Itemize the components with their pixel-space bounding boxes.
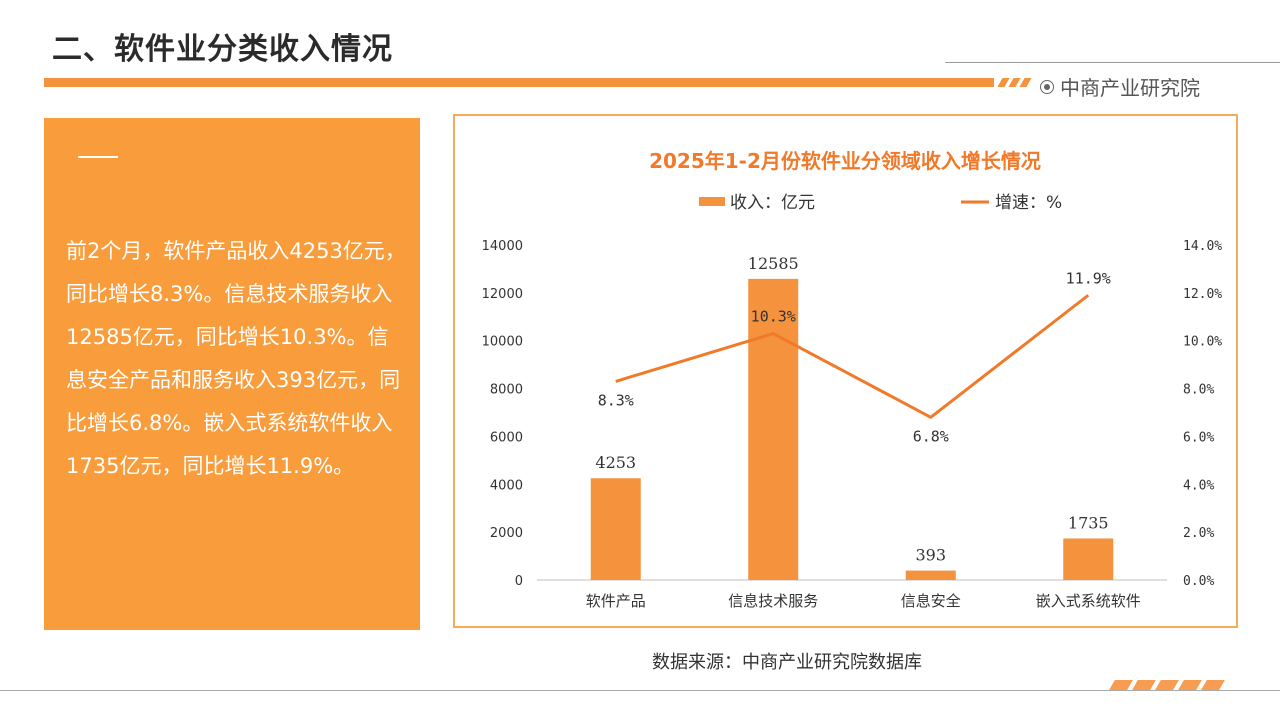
page-title: 二、软件业分类收入情况: [52, 32, 393, 67]
y-right-tick-label: 8.0%: [1183, 383, 1214, 398]
header-accent-bar: [44, 78, 994, 87]
brand-logo-icon: [1040, 79, 1054, 94]
footer-stripes: [1109, 680, 1242, 690]
summary-panel: 前2个月，软件产品收入4253亿元，同比增长8.3%。信息技术服务收入12585…: [44, 118, 420, 630]
y-right-tick-label: 6.0%: [1183, 430, 1214, 445]
header-divider: [945, 62, 1280, 63]
data-source: 数据来源：中商产业研究院数据库: [652, 652, 922, 673]
category-label: 嵌入式系统软件: [1036, 592, 1141, 610]
y-right-tick-label: 2.0%: [1183, 526, 1214, 541]
bar-data-label: 4253: [595, 453, 636, 472]
growth-data-label: 8.3%: [598, 391, 634, 409]
summary-divider: [78, 156, 118, 158]
brand: 中商产业研究院: [1040, 72, 1200, 101]
legend-bar-label: 收入：亿元: [730, 193, 815, 213]
y-left-tick-label: 0: [515, 574, 523, 589]
bar-data-label: 12585: [748, 254, 799, 273]
growth-data-label: 6.8%: [913, 427, 949, 445]
y-right-tick-label: 4.0%: [1183, 478, 1214, 493]
bar: [1063, 538, 1114, 580]
y-right-tick-label: 14.0%: [1183, 239, 1222, 254]
category-label: 信息技术服务: [728, 592, 818, 610]
header-stripes: [997, 78, 1040, 87]
legend-line-label: 增速：%: [995, 193, 1062, 213]
y-left-tick-label: 8000: [490, 383, 523, 398]
y-right-tick-label: 10.0%: [1183, 335, 1222, 350]
growth-data-label: 10.3%: [751, 308, 796, 326]
y-right-tick-label: 0.0%: [1183, 574, 1214, 589]
bar: [905, 570, 956, 580]
bar: [590, 478, 641, 580]
y-left-tick-label: 6000: [490, 430, 523, 445]
y-left-tick-label: 2000: [490, 526, 523, 541]
bar: [748, 278, 799, 580]
brand-name: 中商产业研究院: [1060, 76, 1200, 100]
summary-text: 前2个月，软件产品收入4253亿元，同比增长8.3%。信息技术服务收入12585…: [66, 239, 406, 478]
category-label: 信息安全: [901, 592, 961, 610]
chart-title: 2025年1-2月份软件业分领域收入增长情况: [649, 149, 1041, 173]
y-left-tick-label: 4000: [490, 478, 523, 493]
y-left-tick-label: 14000: [482, 239, 523, 254]
legend-bar-swatch: [699, 197, 725, 206]
category-label: 软件产品: [586, 592, 646, 610]
chart-frame: 2025年1-2月份软件业分领域收入增长情况收入：亿元 增速：% 0 2000 4000…: [453, 114, 1238, 628]
bar-data-label: 393: [915, 546, 946, 565]
growth-line: [615, 294, 1090, 419]
growth-data-label: 11.9%: [1066, 269, 1111, 287]
y-right-tick-label: 12.0%: [1183, 287, 1222, 302]
y-left-tick-label: 12000: [482, 287, 523, 302]
y-left-tick-label: 10000: [482, 335, 523, 350]
footer-divider: [0, 690, 1280, 691]
bar-data-label: 1735: [1068, 513, 1109, 532]
